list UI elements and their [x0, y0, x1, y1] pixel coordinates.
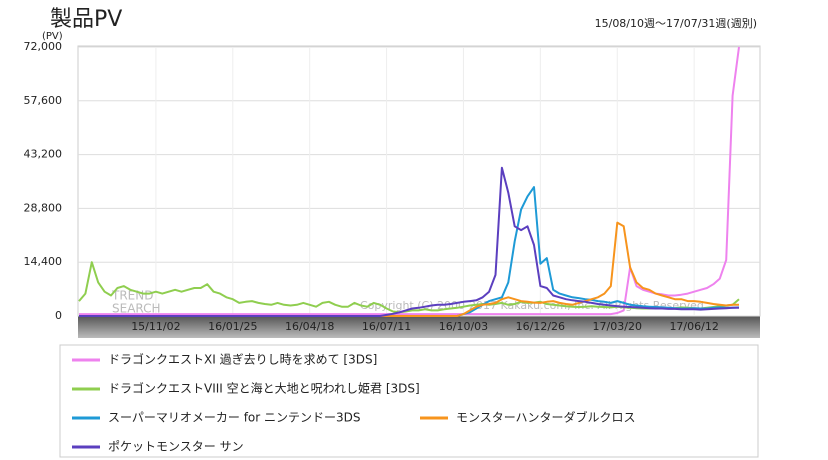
date-range: 15/08/10週～17/07/31週(週別): [595, 17, 757, 30]
series-line: [79, 166, 739, 317]
y-tick-label: 28,800: [24, 201, 63, 214]
x-tick-label: 17/03/20: [593, 320, 642, 333]
watermark: TREND: [111, 289, 153, 303]
x-tick-label: 16/07/11: [362, 320, 411, 333]
legend-label: ポケットモンスター サン: [108, 440, 244, 454]
x-tick-label: 16/04/18: [285, 320, 334, 333]
x-tick-label: 16/01/25: [208, 320, 257, 333]
watermark: SEARCH: [112, 302, 161, 316]
y-tick-label: 72,000: [24, 40, 63, 53]
y-tick-label: 14,400: [24, 255, 63, 268]
x-tick-label: 16/12/26: [516, 320, 565, 333]
y-tick-label: 57,600: [24, 94, 63, 107]
x-tick-label: 15/11/02: [131, 320, 180, 333]
x-tick-label: 17/06/12: [669, 320, 718, 333]
y-tick-label: 0: [55, 309, 62, 322]
legend-box: [59, 344, 759, 458]
legend-label: モンスターハンターダブルクロス: [456, 410, 636, 425]
y-tick-label: 43,200: [24, 148, 63, 161]
legend-label: ドラゴンクエストXI 過ぎ去りし時を求めて [3DS]: [108, 352, 377, 367]
y-unit: (PV): [42, 31, 63, 42]
legend-label: ドラゴンクエストVIII 空と海と大地と呪われし姫君 [3DS]: [108, 381, 420, 396]
series-line: [79, 46, 740, 316]
x-tick-label: 16/10/03: [439, 320, 488, 333]
plot-area: [77, 45, 761, 317]
x-axis-band: [78, 316, 760, 338]
chart-title: 製品PV: [50, 7, 122, 32]
legend-label: スーパーマリオメーカー for ニンテンドー3DS: [108, 411, 361, 425]
